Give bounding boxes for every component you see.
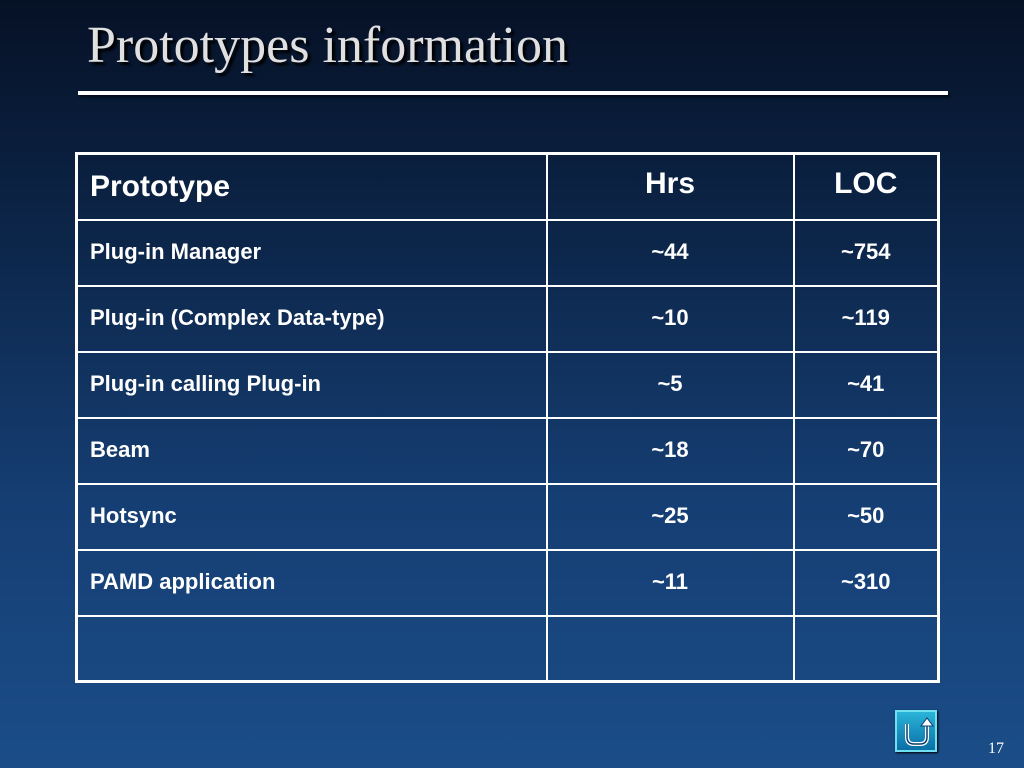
table-row: Plug-in calling Plug-in ~5 ~41: [75, 350, 940, 419]
hrs-cell: ~44: [545, 218, 795, 287]
prototype-cell: [75, 614, 548, 683]
title-underline: [78, 91, 948, 95]
prototype-cell: Plug-in (Complex Data-type): [75, 284, 548, 353]
header-loc: LOC: [792, 152, 940, 221]
loc-cell: ~50: [792, 482, 940, 551]
hrs-cell: ~10: [545, 284, 795, 353]
loc-cell: ~119: [792, 284, 940, 353]
table-row: Plug-in Manager ~44 ~754: [75, 218, 940, 287]
loc-cell: ~310: [792, 548, 940, 617]
table-header-row: Prototype Hrs LOC: [75, 152, 940, 221]
slide-title: Prototypes information: [87, 17, 568, 74]
header-hrs: Hrs: [545, 152, 795, 221]
slide-number: 17: [988, 740, 1004, 757]
hrs-cell: [545, 614, 795, 683]
table-row-empty: [75, 614, 940, 683]
prototype-cell: Plug-in Manager: [75, 218, 548, 287]
header-prototype: Prototype: [75, 152, 548, 221]
table-row: Plug-in (Complex Data-type) ~10 ~119: [75, 284, 940, 353]
hrs-cell: ~5: [545, 350, 795, 419]
prototype-cell: Beam: [75, 416, 548, 485]
u-turn-arrow-icon: [905, 717, 934, 746]
loc-cell: ~70: [792, 416, 940, 485]
loc-cell: ~41: [792, 350, 940, 419]
table-row: Hotsync ~25 ~50: [75, 482, 940, 551]
prototype-cell: PAMD application: [75, 548, 548, 617]
hrs-cell: ~18: [545, 416, 795, 485]
hrs-cell: ~11: [545, 548, 795, 617]
prototype-cell: Plug-in calling Plug-in: [75, 350, 548, 419]
prototype-cell: Hotsync: [75, 482, 548, 551]
hrs-cell: ~25: [545, 482, 795, 551]
table-row: PAMD application ~11 ~310: [75, 548, 940, 617]
prototypes-table-container: Prototype Hrs LOC Plug-in Manager ~44 ~7…: [75, 152, 940, 683]
loc-cell: ~754: [792, 218, 940, 287]
table-row: Beam ~18 ~70: [75, 416, 940, 485]
return-nav-button[interactable]: [895, 710, 937, 752]
loc-cell: [792, 614, 940, 683]
prototypes-table: Prototype Hrs LOC Plug-in Manager ~44 ~7…: [75, 152, 940, 683]
